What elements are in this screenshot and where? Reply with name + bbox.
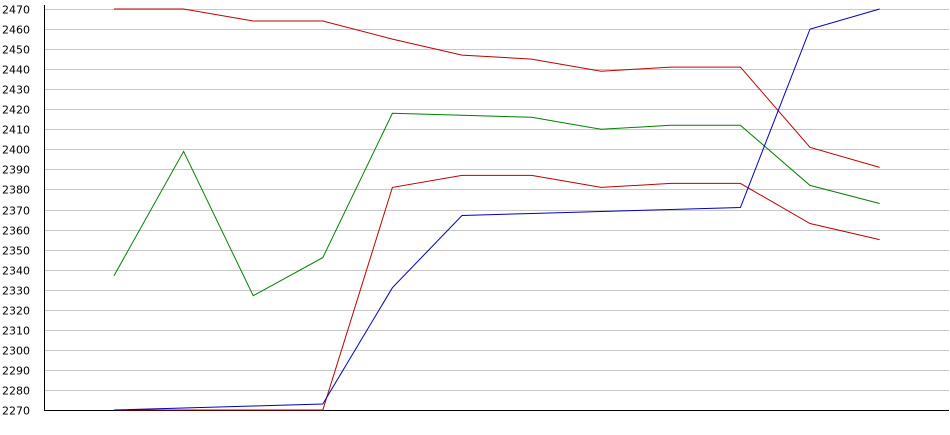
- y-tick-label: 2400: [2, 144, 30, 157]
- y-tick-label: 2430: [2, 84, 30, 97]
- y-tick-label: 2410: [2, 124, 30, 137]
- y-tick-label: 2290: [2, 365, 30, 378]
- y-tick-label: 2360: [2, 225, 30, 238]
- y-tick-label: 2300: [2, 345, 30, 358]
- series-line-1: [114, 8, 880, 168]
- series-lines: [113, 8, 880, 411]
- series-line-4: [113, 8, 880, 411]
- y-tick-label: 2340: [2, 265, 30, 278]
- y-tick-label: 2310: [2, 325, 30, 338]
- y-tick-label: 2380: [2, 184, 30, 197]
- y-tick-label: 2450: [2, 44, 30, 57]
- y-tick-label: 2390: [2, 164, 30, 177]
- y-tick-label: 2470: [2, 4, 30, 17]
- series-line-3: [114, 174, 880, 411]
- series-line-2: [113, 112, 880, 297]
- y-tick-label: 2330: [2, 285, 30, 298]
- grid-lines: [44, 9, 949, 411]
- y-tick-label: 2270: [2, 405, 30, 418]
- y-tick-label: 2420: [2, 104, 30, 117]
- y-tick-label: 2280: [2, 385, 30, 398]
- y-tick-label: 2370: [2, 205, 30, 218]
- y-tick-label: 2350: [2, 245, 30, 258]
- y-tick-label: 2440: [2, 64, 30, 77]
- y-tick-label: 2460: [2, 24, 30, 37]
- y-axis: 2270 2280 2290 2300 2310 2320 2330 2340 2350 2360…: [2, 4, 949, 418]
- y-tick-label: 2320: [2, 305, 30, 318]
